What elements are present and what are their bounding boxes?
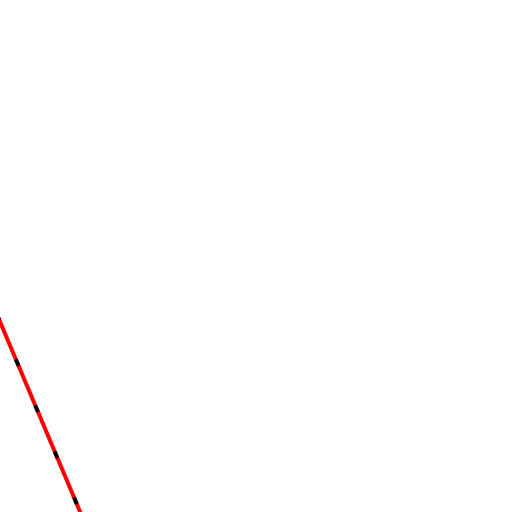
line-stroke [0,316,83,512]
